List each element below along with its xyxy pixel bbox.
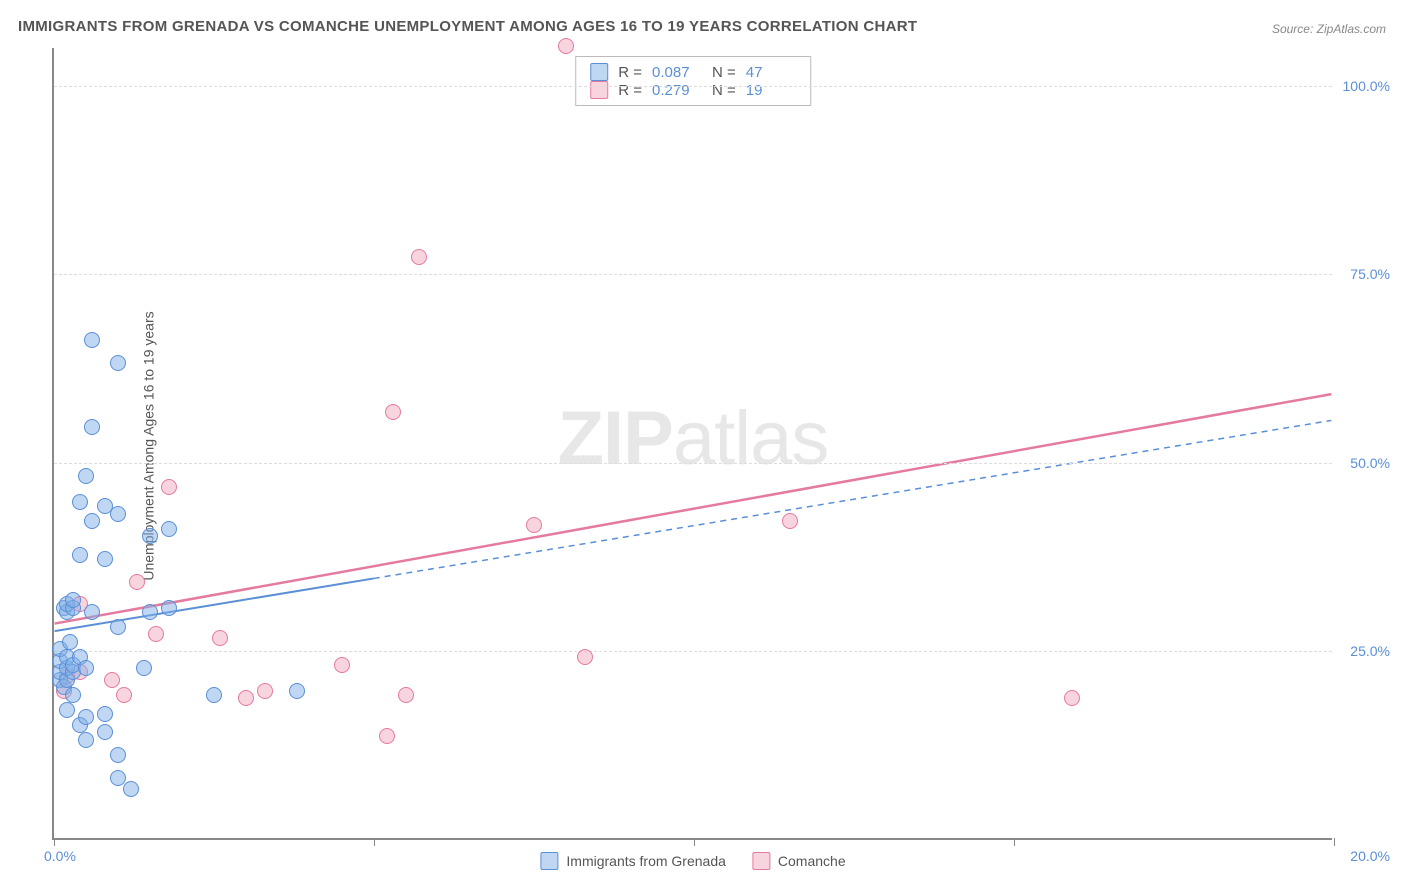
scatter-point (123, 781, 139, 797)
scatter-point (257, 683, 273, 699)
source-credit: Source: ZipAtlas.com (1272, 22, 1386, 36)
scatter-point (782, 513, 798, 529)
scatter-point (110, 506, 126, 522)
scatter-point (97, 706, 113, 722)
scatter-point (161, 521, 177, 537)
scatter-point (289, 683, 305, 699)
x-tick (694, 838, 695, 846)
gridline (54, 86, 1332, 87)
scatter-point (110, 747, 126, 763)
scatter-point (72, 494, 88, 510)
y-tick-label: 75.0% (1350, 266, 1390, 282)
scatter-point (161, 600, 177, 616)
scatter-point (65, 592, 81, 608)
swatch-series1 (540, 852, 558, 870)
legend-item-series2: Comanche (752, 852, 846, 870)
r-value-s1: 0.087 (652, 64, 702, 81)
r-label: R = (618, 64, 642, 81)
scatter-point (59, 702, 75, 718)
x-tick (1014, 838, 1015, 846)
scatter-point (334, 657, 350, 673)
scatter-point (142, 604, 158, 620)
scatter-point (97, 551, 113, 567)
x-tick (1334, 838, 1335, 846)
scatter-point (148, 626, 164, 642)
stats-row-series2: R = 0.279 N = 19 (590, 81, 796, 99)
scatter-point (110, 619, 126, 635)
swatch-series1 (590, 63, 608, 81)
x-axis-min-label: 0.0% (44, 848, 76, 864)
legend-label-series1: Immigrants from Grenada (566, 853, 726, 869)
gridline (54, 274, 1332, 275)
scatter-point (136, 660, 152, 676)
watermark: ZIPatlas (558, 395, 829, 482)
r-label: R = (618, 82, 642, 99)
scatter-point (84, 419, 100, 435)
scatter-point (411, 249, 427, 265)
y-tick-label: 50.0% (1350, 455, 1390, 471)
scatter-point (379, 728, 395, 744)
legend-label-series2: Comanche (778, 853, 846, 869)
x-tick (374, 838, 375, 846)
y-tick-label: 100.0% (1343, 78, 1390, 94)
scatter-point (558, 38, 574, 54)
scatter-point (78, 468, 94, 484)
scatter-point (129, 574, 145, 590)
r-value-s2: 0.279 (652, 82, 702, 99)
stats-row-series1: R = 0.087 N = 47 (590, 63, 796, 81)
scatter-point (385, 404, 401, 420)
n-label: N = (712, 82, 736, 99)
swatch-series2 (752, 852, 770, 870)
n-value-s2: 19 (746, 82, 796, 99)
scatter-point (577, 649, 593, 665)
scatter-point (212, 630, 228, 646)
swatch-series2 (590, 81, 608, 99)
gridline (54, 651, 1332, 652)
scatter-point (78, 709, 94, 725)
scatter-point (142, 528, 158, 544)
scatter-point (65, 687, 81, 703)
scatter-point (84, 332, 100, 348)
trend-lines (54, 48, 1332, 838)
scatter-point (84, 604, 100, 620)
n-value-s1: 47 (746, 64, 796, 81)
scatter-point (110, 355, 126, 371)
y-tick-label: 25.0% (1350, 643, 1390, 659)
chart-title: IMMIGRANTS FROM GRENADA VS COMANCHE UNEM… (18, 18, 917, 35)
series-legend: Immigrants from Grenada Comanche (540, 852, 845, 870)
scatter-point (97, 724, 113, 740)
scatter-point (206, 687, 222, 703)
scatter-point (161, 479, 177, 495)
scatter-point (78, 732, 94, 748)
scatter-point (84, 513, 100, 529)
scatter-point (62, 634, 78, 650)
plot-area: ZIPatlas R = 0.087 N = 47 R = 0.279 N = … (52, 48, 1332, 840)
n-label: N = (712, 64, 736, 81)
legend-item-series1: Immigrants from Grenada (540, 852, 726, 870)
x-axis-max-label: 20.0% (1350, 848, 1390, 864)
scatter-point (104, 672, 120, 688)
scatter-point (72, 547, 88, 563)
scatter-point (116, 687, 132, 703)
scatter-point (238, 690, 254, 706)
gridline (54, 463, 1332, 464)
scatter-point (398, 687, 414, 703)
scatter-point (1064, 690, 1080, 706)
scatter-point (526, 517, 542, 533)
stats-legend: R = 0.087 N = 47 R = 0.279 N = 19 (575, 56, 811, 106)
scatter-point (78, 660, 94, 676)
x-tick (54, 838, 55, 846)
